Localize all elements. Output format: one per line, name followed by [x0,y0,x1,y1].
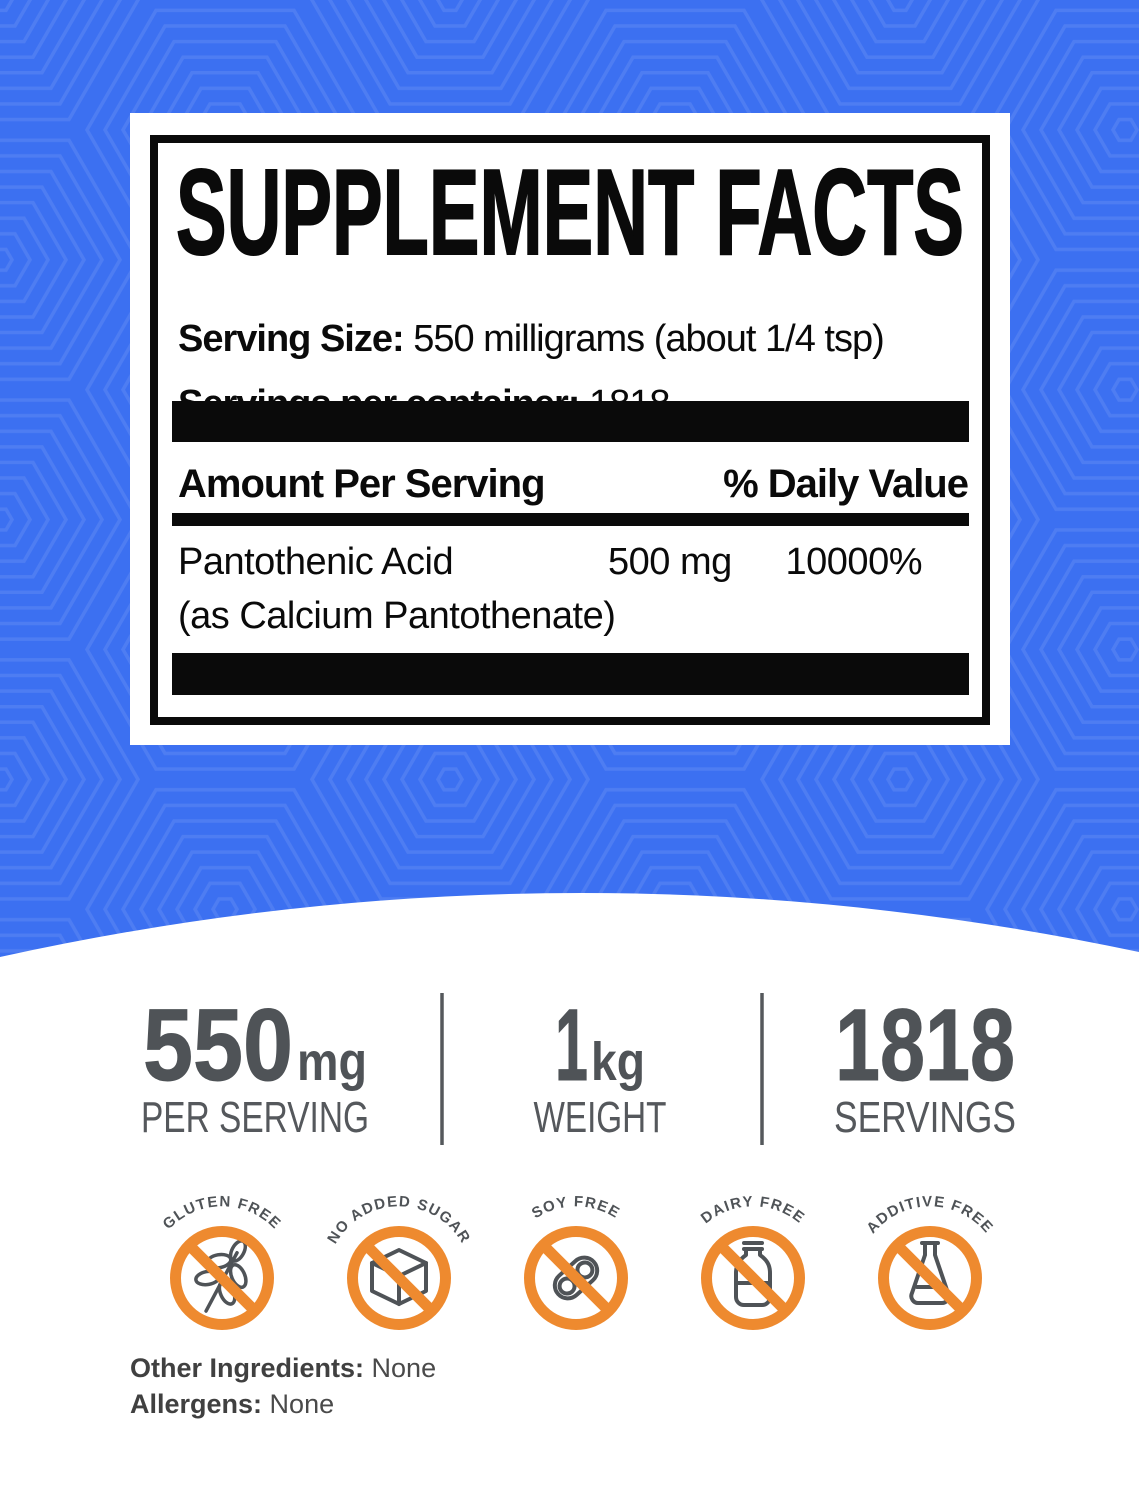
divider-bar-thick-top [172,401,969,442]
stat-weight-label: WEIGHT [534,1093,667,1142]
nutrient-amount: 500 mg [608,541,732,583]
prohibition-circle [170,1226,274,1330]
stat-per-serving-value: 550 [143,988,293,1102]
badge-additive-free: ADDITIVE FREE [863,1193,995,1330]
divider-bar-thick-bottom [172,653,969,695]
badge-soy-free-label: SOY FREE [529,1193,622,1222]
other-ingredients-label: Other Ingredients: [130,1353,365,1383]
stat-weight-value: 1 [555,988,588,1102]
divider-bar-thin [172,513,969,526]
table-header-row: Amount Per Serving % Daily Value [178,462,969,507]
prohibition-slash [185,1241,259,1315]
serving-size-label: Serving Size: [178,318,405,360]
supplement-facts-panel: SUPPLEMENT FACTS Serving Size: 550 milli… [130,113,1010,745]
stat-servings-value: 1818 [835,988,1015,1102]
badge-no-added-sugar-label: NO ADDED SUGAR [324,1193,472,1247]
svg-text:NO ADDED SUGAR: NO ADDED SUGAR [324,1193,474,1247]
allergens-label: Allergens: [130,1389,263,1419]
allergens-value: None [262,1389,335,1419]
svg-text:SOY FREE: SOY FREE [529,1193,623,1222]
serving-size-value: 550 milligrams (about 1/4 tsp) [403,318,885,360]
other-ingredients-line: Other Ingredients: None [130,1350,436,1386]
badge-soy-free: SOY FREE [524,1193,628,1330]
curve-divider [0,892,1139,958]
badge-dairy-free-label: DAIRY FREE [698,1193,807,1227]
amount-per-serving-header: Amount Per Serving [178,462,546,506]
stat-per-serving-unit: mg [297,1032,367,1092]
prohibition-circle [347,1226,451,1330]
facts-border-frame [150,135,990,725]
stats-strip: 550 mg PER SERVING 1 kg WEIGHT 1818 SERV… [141,988,1016,1145]
badge-no-added-sugar: NO ADDED SUGAR [324,1193,474,1330]
prohibition-slash [539,1241,613,1315]
serving-size-line: Serving Size: 550 milligrams (about 1/4 … [178,318,885,361]
facts-title: SUPPLEMENT FACTS [176,159,964,267]
prohibition-circle [878,1226,982,1330]
nutrient-form: (as Calcium Pantothenate) [178,595,616,637]
nutrient-name: Pantothenic Acid [178,541,454,583]
allergens-line: Allergens: None [130,1386,436,1422]
stat-weight-unit: kg [591,1032,645,1092]
prohibition-slash [362,1241,436,1315]
badge-dairy-free: DAIRY FREE [698,1193,808,1330]
facts-title-graphic: SUPPLEMENT FACTS [175,159,965,267]
other-ingredients-value: None [364,1353,437,1383]
nutrient-daily-value: 10000% [785,541,923,583]
stat-servings-label: SERVINGS [834,1093,1016,1142]
prohibition-circle [524,1226,628,1330]
footer-ingredients: Other Ingredients: None Allergens: None [130,1350,436,1422]
stat-per-serving-label: PER SERVING [141,1093,369,1142]
prohibition-slash [716,1241,790,1315]
daily-value-header: % Daily Value [723,462,969,506]
badge-row: GLUTEN FREE NO ADDED SUGAR SO [137,1183,1015,1343]
prohibition-slash [893,1241,967,1315]
badge-gluten-free: GLUTEN FREE [160,1193,283,1330]
prohibition-circle [701,1226,805,1330]
svg-text:DAIRY FREE: DAIRY FREE [698,1193,808,1227]
